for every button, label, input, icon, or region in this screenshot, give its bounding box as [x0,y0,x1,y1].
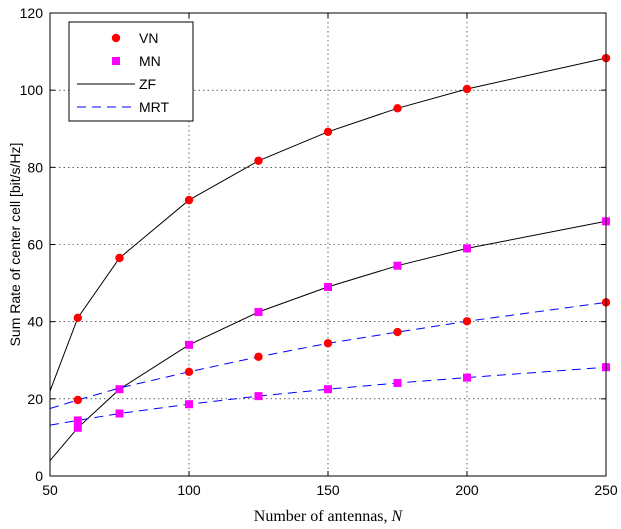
legend-symbol-mn [112,57,120,65]
data-point [185,341,193,349]
data-point [393,328,401,336]
x-axis-title-text: Number of antennas, [254,508,388,525]
data-point [115,254,123,262]
x-tick-label: 100 [177,482,201,498]
data-point [324,283,332,291]
y-tick-label: 100 [20,82,44,98]
legend-label-mrt: MRT [139,99,170,115]
x-tick-label: 50 [42,482,58,498]
y-axis-title: Sum Rate of center cell [bit/s/Hz] [7,143,23,347]
x-tick-label: 150 [316,482,340,498]
data-point [185,196,193,204]
y-tick-label: 120 [20,5,44,21]
legend-marker [112,57,120,65]
data-point [394,379,402,387]
data-point [463,317,471,325]
legend-label-mn: MN [139,53,161,69]
y-tick-label: 40 [27,314,43,330]
legend: VN MN ZF MRT [69,22,193,121]
data-point [393,104,401,112]
data-point [324,128,332,136]
data-point [463,85,471,93]
data-point [254,353,262,361]
data-point [324,385,332,393]
data-point [254,157,262,165]
x-axis-title: Number of antennas, N [254,508,404,525]
data-point [74,424,82,432]
data-point [255,392,263,400]
data-point [324,339,332,347]
data-point [394,262,402,270]
y-tick-label: 80 [27,159,43,175]
legend-box [69,22,193,121]
data-point [116,385,124,393]
legend-marker [112,34,120,42]
x-tick-label: 200 [455,482,479,498]
y-tick-label: 0 [35,468,43,484]
legend-label-vn: VN [139,30,158,46]
data-point [463,374,471,382]
data-point [463,244,471,252]
y-tick-label: 20 [27,391,43,407]
x-axis-title-variable: N [391,508,404,525]
data-point [74,314,82,322]
series-mrt-mn [50,363,610,425]
data-point [255,308,263,316]
y-tick-label: 60 [27,237,43,253]
data-point [185,400,193,408]
series-zf-mn [50,217,610,460]
data-point [116,409,124,417]
data-point [74,416,82,424]
x-tick-label: 250 [594,482,618,498]
data-point [74,396,82,404]
data-point [185,368,193,376]
legend-label-zf: ZF [139,76,156,92]
legend-symbol-vn [112,34,120,42]
